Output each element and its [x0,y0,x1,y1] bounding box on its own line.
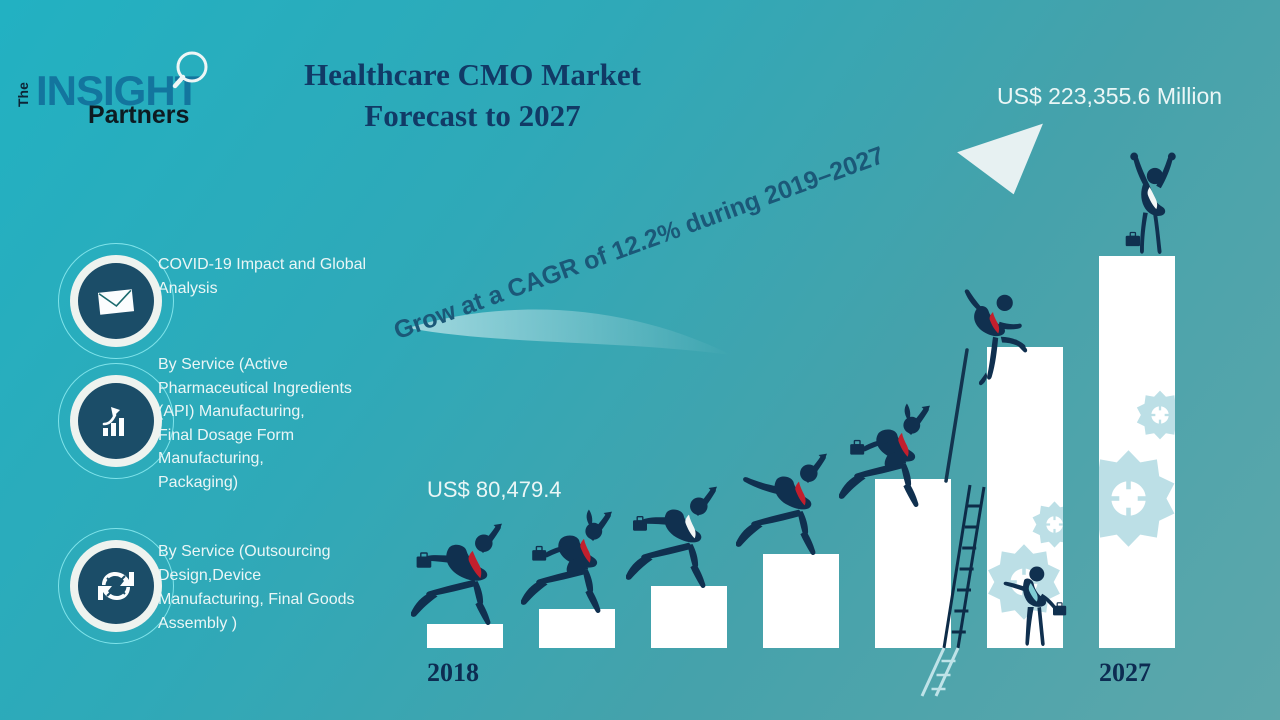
svg-text:Partners: Partners [88,101,189,125]
svg-text:The: The [15,82,31,107]
